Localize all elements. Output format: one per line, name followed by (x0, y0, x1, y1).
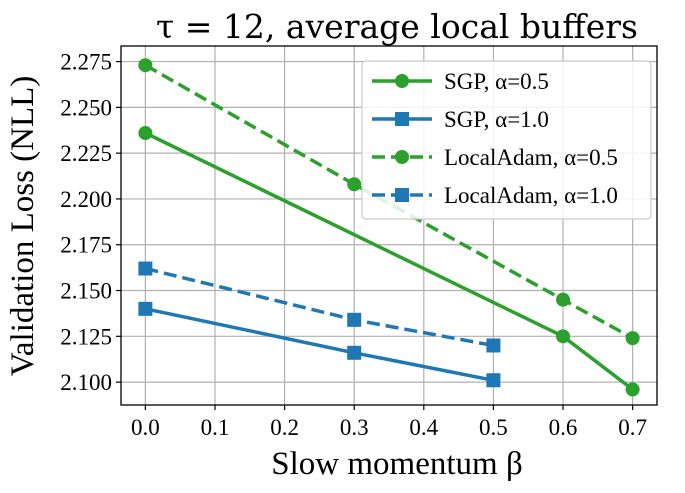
data-point (486, 373, 501, 388)
data-point (347, 177, 362, 192)
legend-marker (395, 74, 409, 88)
data-point (138, 261, 153, 276)
y-tick-label: 2.125 (60, 324, 112, 349)
y-tick-label: 2.175 (60, 233, 112, 258)
chart-title: τ = 12, average local buffers (156, 7, 638, 46)
data-point (138, 58, 153, 73)
data-point (625, 382, 640, 397)
data-point (625, 331, 640, 346)
legend-label: LocalAdam, α=0.5 (444, 145, 618, 170)
legend-box (361, 60, 652, 220)
x-tick-label: 0.7 (618, 415, 647, 440)
legend: SGP, α=0.5 SGP, α=1.0 LocalAdam, α=0.5 Loca… (361, 60, 652, 220)
y-tick-label: 2.100 (60, 370, 112, 395)
x-axis-label: Slow momentum β (271, 446, 522, 482)
legend-label: SGP, α=1.0 (444, 107, 549, 132)
data-point (347, 312, 362, 327)
legend-marker (395, 112, 409, 126)
series-3 (138, 58, 640, 346)
series-line (144, 266, 494, 348)
x-tick-label: 0.1 (201, 415, 230, 440)
y-tick-label: 2.250 (60, 95, 112, 120)
series-layer (138, 58, 640, 397)
x-tick-label: 0.5 (479, 415, 508, 440)
axes-frame (120, 45, 658, 406)
x-axis-ticks: 0.0 0.1 0.2 0.3 0.4 0.5 0.6 0.7 (131, 405, 647, 440)
x-tick-label: 0.3 (340, 415, 369, 440)
y-axis-ticks: 2.100 2.125 2.150 2.175 2.200 2.225 2.250 2.275 (60, 50, 121, 395)
series-2 (138, 301, 501, 388)
legend-label: SGP, α=0.5 (444, 69, 549, 94)
data-point (486, 338, 501, 353)
x-tick-label: 0.6 (549, 415, 578, 440)
y-tick-label: 2.150 (60, 279, 112, 304)
y-tick-label: 2.275 (60, 50, 112, 75)
data-point (347, 345, 362, 360)
x-tick-label: 0.4 (409, 415, 438, 440)
series-line (144, 63, 634, 340)
series-1 (138, 126, 640, 397)
x-tick-label: 0.2 (270, 415, 299, 440)
data-point (556, 292, 571, 307)
data-point (138, 301, 153, 316)
data-point (556, 329, 571, 344)
legend-label: LocalAdam, α=1.0 (444, 183, 618, 208)
series-4 (138, 261, 501, 353)
x-tick-label: 0.0 (131, 415, 160, 440)
legend-marker (395, 150, 409, 164)
data-point (138, 126, 153, 141)
y-tick-label: 2.200 (60, 187, 112, 212)
series-line (145, 307, 494, 383)
y-tick-label: 2.225 (60, 141, 112, 166)
legend-marker (395, 188, 409, 202)
y-axis-label: Validation Loss (NLL) (5, 76, 41, 377)
